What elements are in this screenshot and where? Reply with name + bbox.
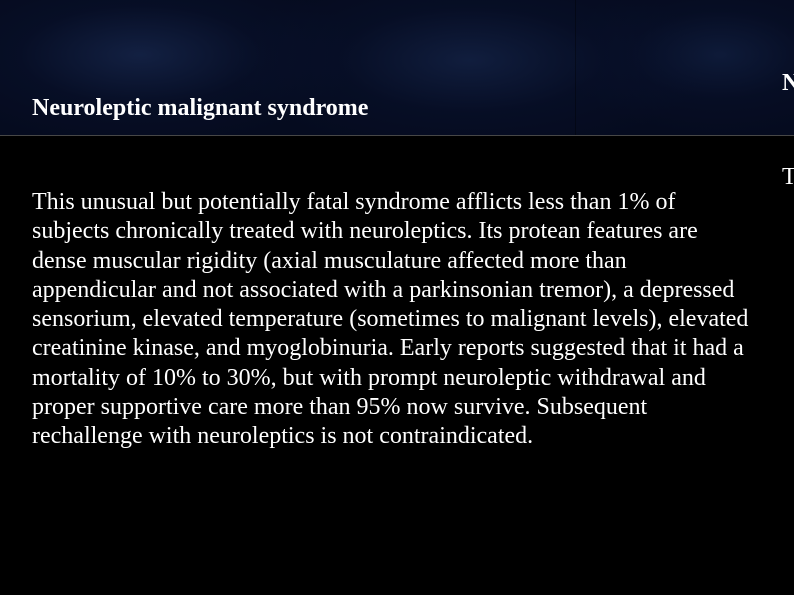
slide-title-duplicate-peek: N: [782, 70, 794, 97]
slide-body-duplicate-peek: T: [782, 163, 794, 192]
header-seam: [575, 0, 576, 135]
slide: Neuroleptic malignant syndrome N This un…: [0, 0, 794, 595]
slide-body-text: This unusual but potentially fatal syndr…: [32, 188, 752, 451]
slide-title: Neuroleptic malignant syndrome: [32, 95, 368, 122]
header-underline: [0, 135, 794, 136]
